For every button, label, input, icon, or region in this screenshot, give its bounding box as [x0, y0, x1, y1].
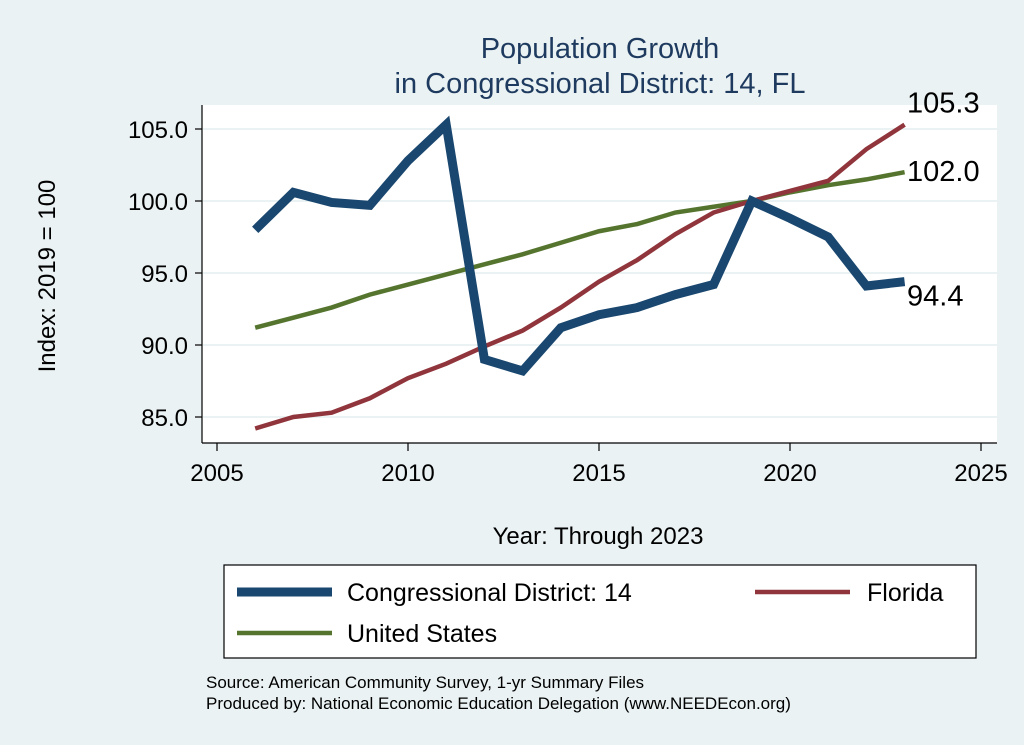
x-tick-label: 2020 [763, 460, 816, 487]
chart-title: Population Growth [481, 33, 720, 65]
footer-source: Source: American Community Survey, 1-yr … [206, 673, 644, 692]
legend-label: United States [347, 620, 497, 648]
series-line-congressional-district-14 [252, 115, 906, 377]
y-tick-label: 90.0 [141, 333, 188, 360]
y-axis-label: Index: 2019 = 100 [34, 180, 61, 373]
legend: Congressional District: 14 Florida United … [223, 564, 977, 659]
legend-label: Congressional District: 14 [347, 579, 632, 607]
footer-producer: Produced by: National Economic Education… [206, 694, 791, 713]
y-tick-label: 100.0 [128, 189, 188, 216]
x-tick-label: 2025 [954, 460, 1007, 487]
end-label: 94.4 [907, 281, 963, 313]
end-label: 102.0 [907, 156, 980, 188]
series-line-florida [254, 122, 906, 431]
x-tick-label: 2005 [190, 460, 243, 487]
y-tick-label: 95.0 [141, 261, 188, 288]
x-tick-label: 2015 [572, 460, 625, 487]
y-tick-label: 105.0 [128, 117, 188, 144]
chart-subtitle: in Congressional District: 14, FL [395, 68, 806, 100]
x-tick-label: 2010 [381, 460, 434, 487]
y-tick-label: 85.0 [141, 405, 188, 432]
end-label: 105.3 [907, 88, 980, 120]
legend-label: Florida [867, 579, 944, 607]
x-axis-label: Year: Through 2023 [493, 523, 704, 550]
